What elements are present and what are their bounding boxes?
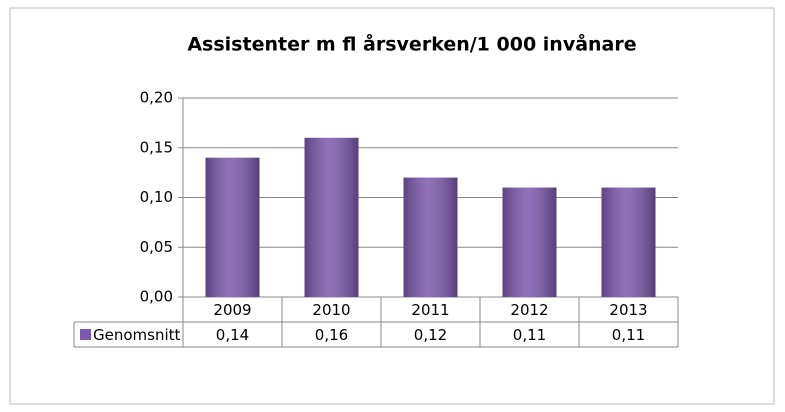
bar-shine (304, 137, 359, 297)
y-tick-label: 0,00 (140, 288, 173, 306)
x-tick-label: 2012 (510, 301, 548, 319)
bar-shine (601, 187, 656, 297)
table-value: 0,11 (612, 326, 645, 344)
bar-shine (403, 177, 458, 297)
x-tick-label: 2010 (312, 301, 350, 319)
y-tick-label: 0,15 (140, 138, 173, 156)
table-value: 0,16 (315, 326, 348, 344)
x-tick-label: 2009 (213, 301, 251, 319)
bar-shine (205, 157, 260, 297)
legend-key (80, 329, 91, 340)
x-tick-label: 2011 (411, 301, 449, 319)
chart-frame (9, 7, 775, 405)
y-tick-label: 0,20 (140, 89, 173, 107)
legend-label: Genomsnitt (93, 326, 181, 344)
table-value: 0,14 (216, 326, 249, 344)
table-value: 0,11 (513, 326, 546, 344)
table-value: 0,12 (414, 326, 447, 344)
bar-shine (502, 187, 557, 297)
y-tick-label: 0,05 (140, 238, 173, 256)
chart-title: Assistenter m fl årsverken/1 000 invånar… (187, 32, 636, 56)
x-tick-label: 2013 (609, 301, 647, 319)
y-tick-label: 0,10 (140, 188, 173, 206)
